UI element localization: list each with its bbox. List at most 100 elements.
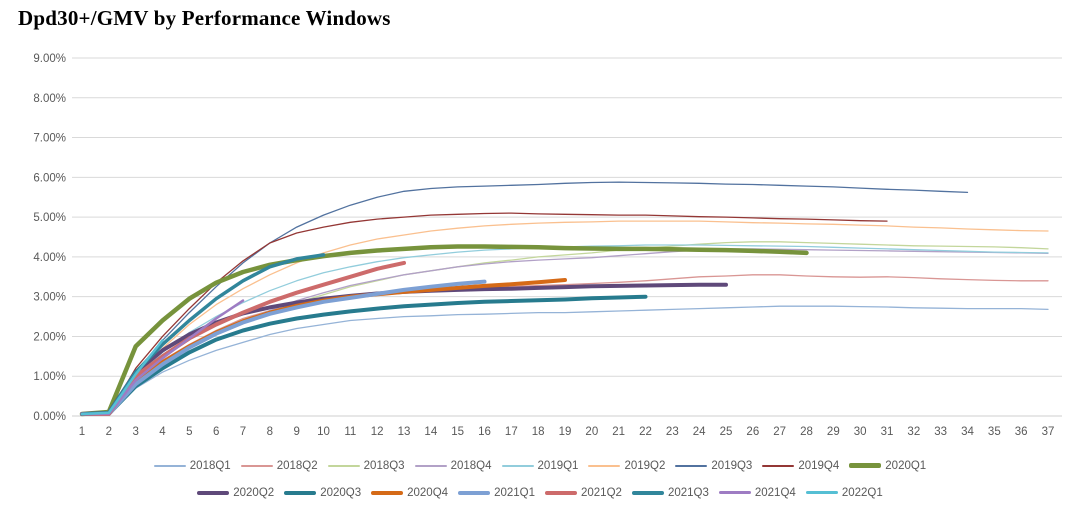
legend-label: 2018Q2	[276, 459, 318, 472]
x-tick-label: 32	[907, 426, 920, 438]
legend-item-2021Q3: 2021Q3	[631, 486, 709, 499]
legend-item-2020Q2: 2020Q2	[197, 487, 274, 499]
series-line-2018Q1	[81, 305, 1049, 415]
x-tick-label: 20	[585, 426, 598, 438]
x-tick-label: 17	[505, 426, 518, 438]
legend-row: 2020Q2 2020Q3 2020Q4 2021Q1 2021Q2 2021Q3 2021…	[192, 479, 888, 506]
x-tick-label: 27	[773, 426, 786, 438]
legend-label: 2021Q1	[494, 486, 535, 499]
legend-swatch-icon	[197, 490, 230, 495]
x-tick-label: 34	[961, 426, 974, 438]
legend-item-2019Q3: 2019Q3	[675, 460, 752, 472]
y-tick-label: 2.00%	[33, 331, 66, 343]
x-tick-label: 24	[693, 426, 706, 438]
y-tick-label: 5.00%	[33, 212, 66, 224]
x-tick-label: 28	[800, 426, 813, 438]
y-tick-label: 6.00%	[33, 172, 66, 184]
legend-item-2021Q4: 2021Q4	[718, 487, 796, 499]
legend-label: 2019Q4	[798, 459, 840, 472]
x-tick-label: 3	[132, 426, 138, 438]
legend-swatch-icon	[458, 490, 491, 495]
legend-label: 2020Q4	[407, 486, 449, 499]
legend-row: 2018Q1 2018Q2 2018Q3 2018Q4 2019Q1 2019Q2 2019…	[149, 452, 931, 479]
y-tick-label: 8.00%	[33, 93, 66, 105]
legend-swatch-icon	[849, 463, 882, 468]
legend-item-2021Q2: 2021Q2	[545, 487, 622, 499]
x-tick-label: 26	[746, 426, 759, 438]
x-tick-label: 4	[159, 426, 166, 438]
series-line-2021Q1	[80, 279, 487, 416]
gridlines	[72, 57, 1062, 417]
x-tick-label: 1	[79, 426, 85, 438]
legend-item-2018Q1: 2018Q1	[153, 459, 231, 472]
legend-label: 2020Q3	[320, 486, 362, 499]
chart-legend: 2018Q1 2018Q2 2018Q3 2018Q4 2019Q1 2019Q2 2019…	[0, 452, 1080, 506]
legend-label: 2020Q2	[233, 486, 275, 499]
y-tick-label: 1.00%	[33, 371, 66, 383]
x-tick-label: 18	[532, 426, 545, 438]
legend-item-2018Q4: 2018Q4	[414, 459, 492, 472]
legend-label: 2021Q2	[581, 486, 622, 499]
x-tick-label: 37	[1042, 426, 1055, 438]
x-tick-label: 33	[934, 426, 947, 438]
x-tick-label: 15	[451, 426, 464, 438]
y-tick-label: 4.00%	[33, 252, 66, 264]
legend-swatch-icon	[284, 490, 317, 495]
x-tick-label: 22	[639, 426, 652, 438]
legend-item-2018Q3: 2018Q3	[327, 459, 405, 472]
legend-label: 2021Q3	[667, 486, 709, 499]
legend-item-2020Q3: 2020Q3	[284, 487, 361, 499]
x-tick-label: 7	[240, 426, 246, 438]
y-tick-label: 7.00%	[33, 133, 66, 145]
series-line-2022Q1	[80, 339, 164, 416]
x-tick-label: 36	[1015, 426, 1028, 438]
series-line-2019Q2	[81, 220, 1049, 415]
legend-swatch-icon	[718, 491, 751, 494]
x-tick-label: 25	[720, 426, 733, 438]
y-tick-label: 3.00%	[33, 292, 66, 304]
x-tick-label: 12	[371, 426, 384, 438]
series-lines	[79, 181, 1049, 417]
x-tick-label: 5	[186, 426, 192, 438]
x-tick-label: 35	[988, 426, 1001, 438]
legend-label: 2018Q3	[363, 459, 405, 472]
series-line-2020Q3	[80, 294, 648, 416]
x-axis-labels: 1 2 3 4 5 6 7 8 9 10 11 12 13 14 15 16 17 18 19 20 21 22 23 24 2…	[79, 426, 1055, 438]
legend-item-2020Q1: 2020Q1	[849, 460, 926, 472]
legend-item-2018Q2: 2018Q2	[240, 459, 318, 472]
x-tick-label: 21	[612, 426, 625, 438]
legend-item-2019Q2: 2019Q2	[588, 460, 665, 472]
line-chart: 0.00% 1.00% 2.00% 3.00% 4.00% 5.00% 6.00% 7.00%…	[33, 53, 1062, 438]
x-tick-label: 13	[398, 426, 411, 438]
x-tick-label: 30	[854, 426, 867, 438]
y-tick-label: 9.00%	[33, 53, 66, 65]
x-tick-label: 19	[559, 426, 572, 438]
series-line-2020Q1	[79, 244, 809, 417]
legend-swatch-icon	[414, 464, 447, 467]
legend-label: 2019Q1	[537, 459, 579, 472]
y-tick-label: 0.00%	[33, 411, 66, 423]
legend-swatch-icon	[631, 490, 664, 495]
legend-swatch-icon	[240, 464, 273, 467]
x-tick-label: 9	[293, 426, 299, 438]
x-tick-label: 16	[478, 426, 491, 438]
legend-item-2019Q4: 2019Q4	[762, 460, 839, 472]
x-tick-label: 6	[213, 426, 219, 438]
x-tick-label: 2	[106, 426, 112, 438]
legend-label: 2018Q1	[189, 459, 231, 472]
legend-swatch-icon	[153, 464, 186, 467]
legend-swatch-icon	[805, 491, 838, 494]
legend-swatch-icon	[675, 464, 708, 467]
x-tick-label: 23	[666, 426, 679, 438]
series-line-2018Q2	[81, 274, 1049, 415]
legend-swatch-icon	[588, 464, 621, 467]
legend-label: 2018Q4	[450, 459, 492, 472]
legend-label: 2022Q1	[841, 486, 883, 499]
legend-label: 2019Q2	[624, 459, 666, 472]
legend-swatch-icon	[371, 490, 404, 495]
y-axis-labels: 0.00% 1.00% 2.00% 3.00% 4.00% 5.00% 6.00% 7.00%…	[33, 53, 66, 423]
x-tick-label: 29	[827, 426, 840, 438]
legend-swatch-icon	[327, 464, 360, 467]
legend-item-2021Q1: 2021Q1	[458, 487, 535, 499]
